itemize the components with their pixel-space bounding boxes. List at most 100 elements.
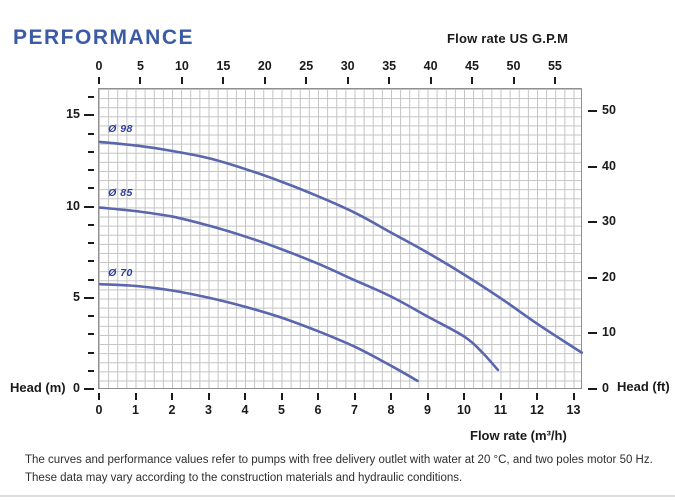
bottom-axis-tick-label: 9 xyxy=(424,403,431,417)
top-axis-tick xyxy=(346,77,349,84)
bottom-axis-tick xyxy=(463,393,465,400)
left-axis-tick-label: 0 xyxy=(73,381,80,395)
bottom-axis-tick-label: 6 xyxy=(314,403,322,417)
bottom-axis-tick xyxy=(536,393,538,400)
bottom-axis-tick-label: 12 xyxy=(530,403,544,417)
left-axis-tick xyxy=(84,388,94,390)
right-axis-tick-label: 10 xyxy=(602,325,616,340)
left-axis-tick xyxy=(88,333,94,336)
left-axis-tick xyxy=(88,132,94,135)
left-axis-tick xyxy=(88,369,94,372)
top-axis-tick-label: 30 xyxy=(340,59,355,73)
pump-curve-70 xyxy=(98,282,419,383)
right-axis-tick-label: 30 xyxy=(602,214,616,229)
bottom-axis-tick xyxy=(317,393,319,400)
bottom-axis-tick-label: 13 xyxy=(566,403,581,417)
right-axis-tick xyxy=(588,388,597,390)
right-axis-tick xyxy=(588,332,597,335)
left-axis-tick xyxy=(88,260,94,263)
right-axis-tick xyxy=(588,109,597,112)
footnote: The curves and performance values refer … xyxy=(25,451,655,487)
left-axis-label: Head (m) xyxy=(10,380,66,395)
bottom-axis-tick-label: 2 xyxy=(168,403,176,417)
pump-curves-svg xyxy=(98,140,584,383)
bottom-axis-tick-label: 3 xyxy=(205,403,212,417)
bottom-axis-tick xyxy=(244,393,246,400)
right-axis-label: Head (ft) xyxy=(617,379,670,394)
bottom-axis-tick-label: 11 xyxy=(493,403,508,417)
top-axis-tick-label: 0 xyxy=(95,59,103,73)
top-axis-tick xyxy=(305,77,308,84)
bottom-axis-tick xyxy=(98,393,100,400)
page-title: PERFORMANCE xyxy=(13,26,195,49)
top-axis-tick xyxy=(429,77,432,84)
bottom-divider xyxy=(0,495,675,497)
left-axis-tick xyxy=(88,96,94,99)
bottom-axis-tick-label: 0 xyxy=(95,403,103,417)
right-axis-tick-label: 40 xyxy=(602,158,616,173)
footnote-line-1: The curves and performance values refer … xyxy=(25,454,653,466)
top-axis-tick-label: 10 xyxy=(174,59,189,73)
pump-curve-98 xyxy=(98,140,584,354)
right-axis-tick xyxy=(588,221,597,224)
left-axis-tick xyxy=(88,150,94,153)
footnote-line-2: These data may vary according to the con… xyxy=(25,472,463,484)
pump-curve-85 xyxy=(98,206,500,372)
left-axis-tick xyxy=(88,278,94,281)
top-axis-tick-label: 35 xyxy=(382,59,397,73)
bottom-axis-tick xyxy=(171,393,173,400)
bottom-axis-tick-label: 8 xyxy=(387,403,395,417)
bottom-axis-tick-label: 4 xyxy=(241,403,249,417)
curve-label-70: Ø 70 xyxy=(108,266,133,279)
top-axis-tick xyxy=(222,77,225,84)
right-axis-tick xyxy=(588,165,597,168)
plot-area xyxy=(98,88,584,389)
top-axis-tick-label: 45 xyxy=(465,59,479,73)
left-axis-tick xyxy=(88,351,94,354)
bottom-axis-tick-label: 7 xyxy=(351,403,358,417)
right-axis-tick-label: 50 xyxy=(602,102,616,117)
right-axis-tick-label: 20 xyxy=(602,269,616,284)
left-axis-tick xyxy=(84,114,94,117)
left-axis-tick-label: 10 xyxy=(66,198,80,213)
top-axis-tick xyxy=(98,77,100,84)
left-axis-tick-label: 15 xyxy=(66,107,80,122)
left-axis-tick xyxy=(84,205,94,208)
top-axis-tick-label: 5 xyxy=(136,59,144,73)
top-axis-tick-label: 55 xyxy=(547,59,562,73)
curve-label-85: Ø 85 xyxy=(108,186,133,199)
top-axis-tick-label: 25 xyxy=(299,59,314,73)
left-axis-tick xyxy=(88,315,94,318)
bottom-axis-tick-label: 5 xyxy=(278,403,285,417)
curve-label-98: Ø 98 xyxy=(108,122,133,135)
left-axis-tick xyxy=(88,169,94,172)
top-axis-tick xyxy=(139,77,142,84)
top-axis-label: Flow rate US G.P.M xyxy=(447,31,569,46)
bottom-axis-tick xyxy=(207,393,210,400)
bottom-axis-label: Flow rate (m³/h) xyxy=(470,428,567,443)
bottom-axis-tick-label: 1 xyxy=(132,403,139,417)
top-axis-tick xyxy=(388,77,391,84)
right-axis-tick-label: 0 xyxy=(602,381,609,395)
bottom-axis-tick-label: 10 xyxy=(457,403,471,417)
bottom-axis-tick xyxy=(353,393,356,400)
top-axis-tick xyxy=(180,77,183,84)
left-axis-tick xyxy=(88,223,94,226)
bottom-axis-tick xyxy=(280,393,283,400)
top-axis-tick xyxy=(553,77,556,84)
bottom-axis-tick xyxy=(499,393,502,400)
bottom-axis-tick xyxy=(572,393,575,400)
left-axis-tick xyxy=(84,296,94,299)
top-axis-tick-label: 15 xyxy=(216,59,231,73)
top-axis-tick-label: 50 xyxy=(506,59,521,73)
top-axis-tick xyxy=(263,77,266,84)
bottom-axis-tick xyxy=(390,393,392,400)
bottom-axis-tick xyxy=(426,393,429,400)
left-axis-tick xyxy=(88,187,94,190)
left-axis-tick-label: 5 xyxy=(73,289,80,304)
right-axis-tick xyxy=(588,276,597,279)
top-axis-tick-label: 40 xyxy=(423,59,438,73)
top-axis-tick-label: 20 xyxy=(257,59,272,73)
left-axis-tick xyxy=(88,242,94,245)
